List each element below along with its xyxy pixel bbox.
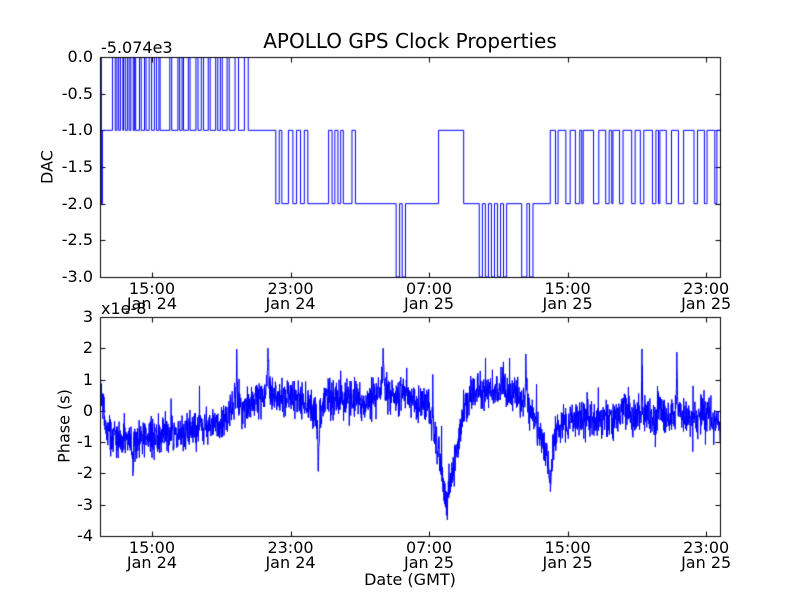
x-tick-label: 15:00 Jan 24 xyxy=(126,538,178,572)
x-tick-label: 07:00 Jan 25 xyxy=(403,279,455,313)
y-tick-label: -2 xyxy=(77,463,93,483)
y-tick-label: -1.0 xyxy=(61,120,93,140)
x-tick-label: 15:00 Jan 24 xyxy=(126,279,178,313)
y-tick-label: 3 xyxy=(82,307,93,326)
dac-axis-offset-label: -5.074e3 xyxy=(101,38,173,57)
x-tick-label: 23:00 Jan 24 xyxy=(265,279,316,313)
y-tick-label: -1 xyxy=(77,432,93,452)
y-tick-label: -2.0 xyxy=(61,193,93,213)
x-tick-label: 15:00 Jan 25 xyxy=(542,538,593,572)
phase-axis-multiplier-label: x1e-8 xyxy=(101,299,147,318)
y-tick-label: -0.5 xyxy=(61,83,93,103)
y-tick-label: -2.5 xyxy=(61,230,93,250)
y-tick-label: 0.0 xyxy=(67,47,93,66)
x-tick-label: 23:00 Jan 25 xyxy=(681,279,732,313)
x-axis-label: Date (GMT) xyxy=(364,570,456,589)
y-tick-label: -1.5 xyxy=(61,157,93,176)
x-tick-label: 23:00 Jan 24 xyxy=(265,538,316,572)
x-tick-label: 07:00 Jan 25 xyxy=(403,538,455,572)
x-tick-label: 23:00 Jan 25 xyxy=(681,538,732,572)
phase-axis-label: Phase (s) xyxy=(54,389,74,463)
y-tick-label: -3 xyxy=(77,494,93,514)
figure-title: APOLLO GPS Clock Properties xyxy=(263,29,557,53)
y-tick-label: 0 xyxy=(82,400,93,420)
dac-axis-label: DAC xyxy=(37,150,57,184)
y-tick-label: 2 xyxy=(82,338,93,358)
y-tick-label: 1 xyxy=(82,369,93,389)
x-tick-label: 15:00 Jan 25 xyxy=(542,279,593,313)
y-tick-label: -4 xyxy=(77,526,93,545)
y-tick-label: -3.0 xyxy=(61,267,93,286)
